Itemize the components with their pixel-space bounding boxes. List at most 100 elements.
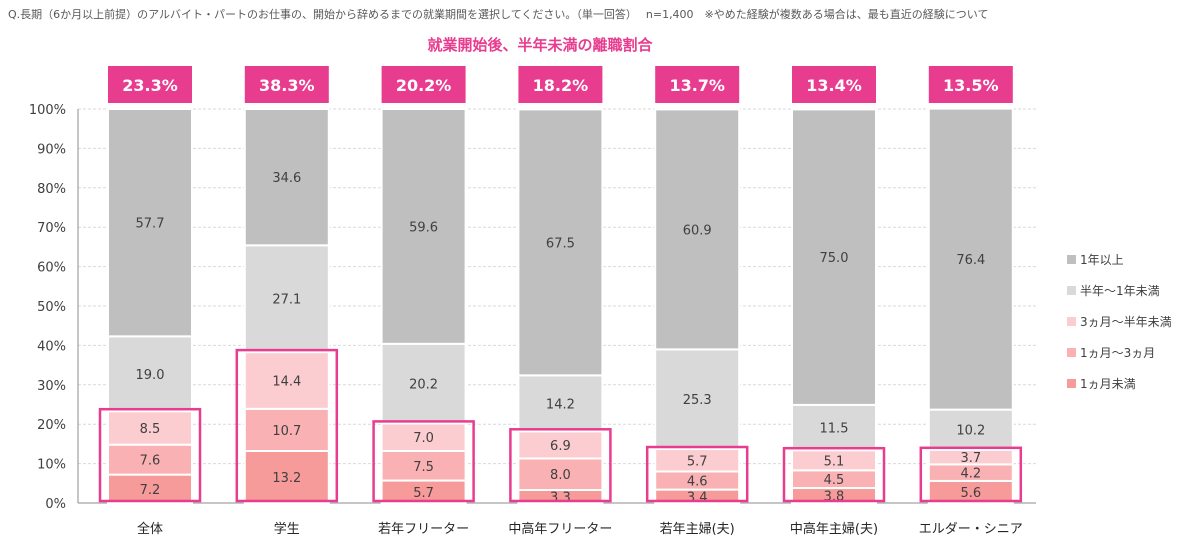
y-tick-label: 60% <box>37 261 66 276</box>
bar-segment <box>517 108 604 377</box>
bar-segment <box>243 108 330 247</box>
data-label: 67.5 <box>546 236 575 251</box>
highlight-box <box>782 446 886 503</box>
data-label: 20.2 <box>409 378 438 393</box>
bar-segment <box>107 473 193 504</box>
bar-segment <box>380 422 467 452</box>
highlight-box <box>235 348 339 503</box>
data-label: 13.2 <box>272 471 301 486</box>
callout-box <box>792 66 876 103</box>
data-label: 5.1 <box>824 454 845 469</box>
callout-label: 13.5% <box>943 76 999 95</box>
data-label: 60.9 <box>683 223 712 238</box>
callout-label: 38.3% <box>259 76 315 95</box>
legend-label: 1ヵ月未満 <box>1080 377 1136 391</box>
question-text: Q.長期（6か月以上前提）のアルバイト・パートのお仕事の、開始から辞めるまでの就… <box>8 8 989 21</box>
legend-label: 3ヵ月〜半年未満 <box>1080 315 1172 329</box>
highlight-box <box>645 445 749 503</box>
x-tick-label: 中高年フリーター <box>508 521 612 537</box>
y-tick-label: 90% <box>37 142 66 157</box>
bar-segment <box>380 449 467 482</box>
callout-box <box>655 66 740 103</box>
y-tick-label: 20% <box>37 418 66 433</box>
bar-segment <box>927 107 1014 411</box>
legend-swatch <box>1067 255 1076 264</box>
bar-segment <box>517 374 604 433</box>
legend-swatch <box>1067 348 1076 357</box>
data-label: 4.2 <box>960 467 981 482</box>
x-tick-label: 学生 <box>274 521 300 537</box>
x-tick-label: 若年主婦(夫) <box>660 521 735 537</box>
bar-segment <box>107 335 193 413</box>
data-label: 3.3 <box>550 490 571 505</box>
data-label: 7.6 <box>140 454 161 469</box>
y-tick-label: 10% <box>37 458 66 473</box>
highlight-box <box>372 420 475 503</box>
callout-label: 23.3% <box>122 76 178 95</box>
data-label: 8.5 <box>140 422 161 437</box>
callout-label: 13.4% <box>806 76 862 95</box>
bar-segment <box>107 410 193 446</box>
y-tick-label: 80% <box>37 182 66 197</box>
data-label: 4.6 <box>687 475 708 490</box>
data-label: 11.5 <box>820 422 849 437</box>
bar-segment <box>243 351 330 410</box>
data-label: 57.7 <box>136 217 165 232</box>
chart-title: 就業開始後、半年未満の離職割合 <box>427 36 653 54</box>
callout-label: 18.2% <box>533 76 589 95</box>
legend-swatch <box>1067 379 1076 388</box>
data-label: 19.0 <box>136 368 165 383</box>
data-label: 3.8 <box>824 490 845 505</box>
data-label: 5.7 <box>687 454 708 469</box>
highlight-box <box>919 446 1023 503</box>
callout-box <box>381 66 466 103</box>
bar-segment <box>107 108 193 338</box>
data-label: 10.2 <box>956 424 985 439</box>
bar-segment <box>654 348 741 451</box>
legend-label: 半年〜1年未満 <box>1080 284 1160 298</box>
callout-box <box>108 66 192 103</box>
bar-segment <box>791 108 877 406</box>
data-label: 7.5 <box>413 460 434 475</box>
data-label: 5.6 <box>960 486 981 501</box>
x-tick-label: 若年フリーター <box>378 521 469 537</box>
data-label: 8.0 <box>550 468 571 483</box>
data-label: 5.7 <box>413 486 434 501</box>
legend-swatch <box>1067 286 1076 295</box>
bar-segment <box>107 443 193 476</box>
data-label: 4.5 <box>824 473 845 488</box>
bar-segment <box>654 108 741 351</box>
data-label: 75.0 <box>820 251 849 266</box>
bar-segment <box>791 403 877 452</box>
data-label: 7.2 <box>140 483 161 498</box>
data-label: 3.4 <box>687 490 708 505</box>
bar-segment <box>517 457 604 491</box>
legend-label: 1年以上 <box>1080 253 1124 267</box>
y-tick-label: 40% <box>37 339 66 354</box>
data-label: 3.7 <box>960 451 981 466</box>
callout-box <box>518 66 603 103</box>
x-tick-label: エルダー・シニア <box>919 522 1023 537</box>
highlight-box <box>509 428 612 503</box>
data-label: 59.6 <box>409 220 438 235</box>
highlight-box <box>98 407 202 503</box>
data-label: 6.9 <box>550 439 571 454</box>
y-tick-label: 50% <box>37 300 66 315</box>
data-label: 7.0 <box>413 431 434 446</box>
bar-segment <box>517 430 604 460</box>
data-label: 76.4 <box>956 253 985 268</box>
legend-swatch <box>1067 317 1076 326</box>
y-tick-label: 30% <box>37 379 66 394</box>
callout-box <box>244 66 329 103</box>
legend-label: 1ヵ月〜3ヵ月 <box>1080 346 1155 360</box>
x-tick-label: 中高年主婦(夫) <box>790 521 878 537</box>
x-tick-label: 全体 <box>137 521 163 537</box>
y-tick-label: 70% <box>37 221 66 236</box>
data-label: 14.2 <box>546 397 575 412</box>
bar-segment <box>927 408 1014 451</box>
bar-segment <box>243 244 330 354</box>
callout-label: 13.7% <box>669 76 725 95</box>
data-label: 14.4 <box>272 374 301 389</box>
y-tick-label: 100% <box>29 103 66 118</box>
